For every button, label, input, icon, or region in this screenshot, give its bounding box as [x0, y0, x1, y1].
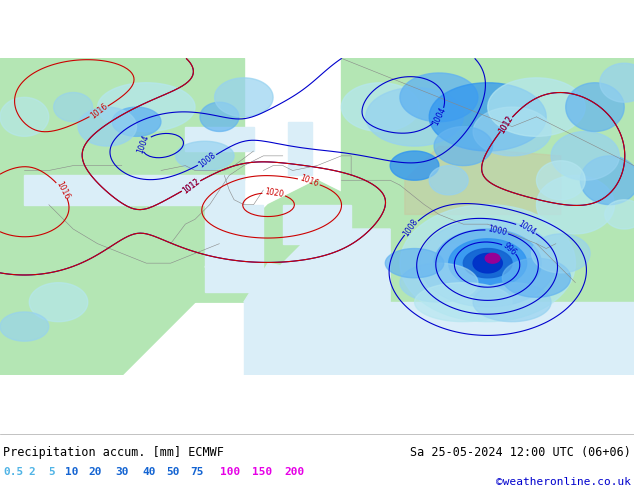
Polygon shape — [449, 239, 527, 288]
Polygon shape — [215, 78, 273, 117]
Polygon shape — [185, 126, 254, 151]
Polygon shape — [0, 156, 219, 375]
Text: 30: 30 — [115, 467, 129, 477]
Text: Sa 25-05-2024 12:00 UTC (06+06): Sa 25-05-2024 12:00 UTC (06+06) — [410, 446, 631, 459]
Polygon shape — [244, 263, 341, 302]
Text: 1008: 1008 — [402, 218, 420, 238]
Polygon shape — [98, 83, 195, 131]
Polygon shape — [244, 302, 634, 375]
Polygon shape — [341, 58, 634, 302]
Text: 1004: 1004 — [136, 133, 151, 154]
Polygon shape — [400, 263, 478, 302]
Polygon shape — [502, 258, 571, 297]
Polygon shape — [415, 283, 512, 321]
Polygon shape — [485, 253, 500, 263]
Polygon shape — [29, 283, 87, 321]
Polygon shape — [366, 88, 463, 146]
Polygon shape — [463, 248, 512, 278]
Polygon shape — [200, 102, 239, 131]
Text: 1012: 1012 — [181, 176, 202, 196]
Polygon shape — [536, 175, 614, 234]
Polygon shape — [439, 244, 536, 326]
Text: 50: 50 — [166, 467, 179, 477]
Text: 20: 20 — [88, 467, 101, 477]
Polygon shape — [176, 141, 234, 171]
Polygon shape — [473, 253, 502, 273]
Polygon shape — [566, 83, 624, 131]
Text: 100: 100 — [220, 467, 240, 477]
Polygon shape — [434, 126, 493, 166]
Polygon shape — [205, 205, 263, 293]
Polygon shape — [488, 78, 585, 136]
Text: Precipitation accum. [mm] ECMWF: Precipitation accum. [mm] ECMWF — [3, 446, 224, 459]
Polygon shape — [288, 122, 312, 175]
Polygon shape — [400, 73, 478, 122]
Polygon shape — [112, 107, 161, 136]
Polygon shape — [536, 161, 585, 200]
Text: 1012: 1012 — [497, 114, 515, 135]
Text: 1004: 1004 — [431, 105, 448, 126]
Polygon shape — [341, 205, 488, 302]
Polygon shape — [404, 146, 561, 215]
Polygon shape — [605, 200, 634, 229]
Text: 5: 5 — [48, 467, 55, 477]
Polygon shape — [532, 234, 590, 273]
Polygon shape — [400, 205, 576, 321]
Polygon shape — [0, 58, 244, 180]
Polygon shape — [420, 220, 556, 307]
Text: 1000: 1000 — [486, 224, 507, 238]
Polygon shape — [171, 180, 366, 302]
Text: 75: 75 — [190, 467, 204, 477]
Polygon shape — [434, 229, 541, 297]
Polygon shape — [0, 98, 49, 136]
Text: 150: 150 — [252, 467, 272, 477]
Polygon shape — [385, 248, 444, 278]
Polygon shape — [0, 312, 49, 341]
Polygon shape — [390, 151, 439, 180]
Polygon shape — [24, 175, 244, 205]
Text: ©weatheronline.co.uk: ©weatheronline.co.uk — [496, 477, 631, 487]
Text: 1008: 1008 — [197, 150, 217, 170]
Text: 1016: 1016 — [88, 102, 109, 121]
Polygon shape — [0, 58, 244, 175]
Text: 1004: 1004 — [516, 220, 537, 238]
Text: 996: 996 — [501, 241, 518, 257]
Polygon shape — [551, 131, 619, 180]
Polygon shape — [283, 205, 351, 244]
Polygon shape — [600, 63, 634, 102]
Polygon shape — [580, 156, 634, 205]
Polygon shape — [473, 283, 551, 321]
Polygon shape — [78, 107, 136, 146]
Polygon shape — [54, 93, 93, 122]
Text: 10: 10 — [65, 467, 79, 477]
Text: 1012: 1012 — [497, 114, 515, 135]
Text: 200: 200 — [284, 467, 304, 477]
Text: 40: 40 — [142, 467, 155, 477]
Text: 1012: 1012 — [181, 176, 202, 196]
Polygon shape — [429, 166, 468, 195]
Text: 1016: 1016 — [299, 174, 320, 189]
Polygon shape — [268, 229, 390, 326]
Text: 1016: 1016 — [54, 180, 71, 201]
Text: 0.5: 0.5 — [3, 467, 23, 477]
Text: 1020: 1020 — [264, 187, 284, 199]
Text: 2: 2 — [28, 467, 35, 477]
Polygon shape — [342, 83, 420, 131]
Polygon shape — [429, 83, 547, 151]
Polygon shape — [473, 107, 551, 156]
